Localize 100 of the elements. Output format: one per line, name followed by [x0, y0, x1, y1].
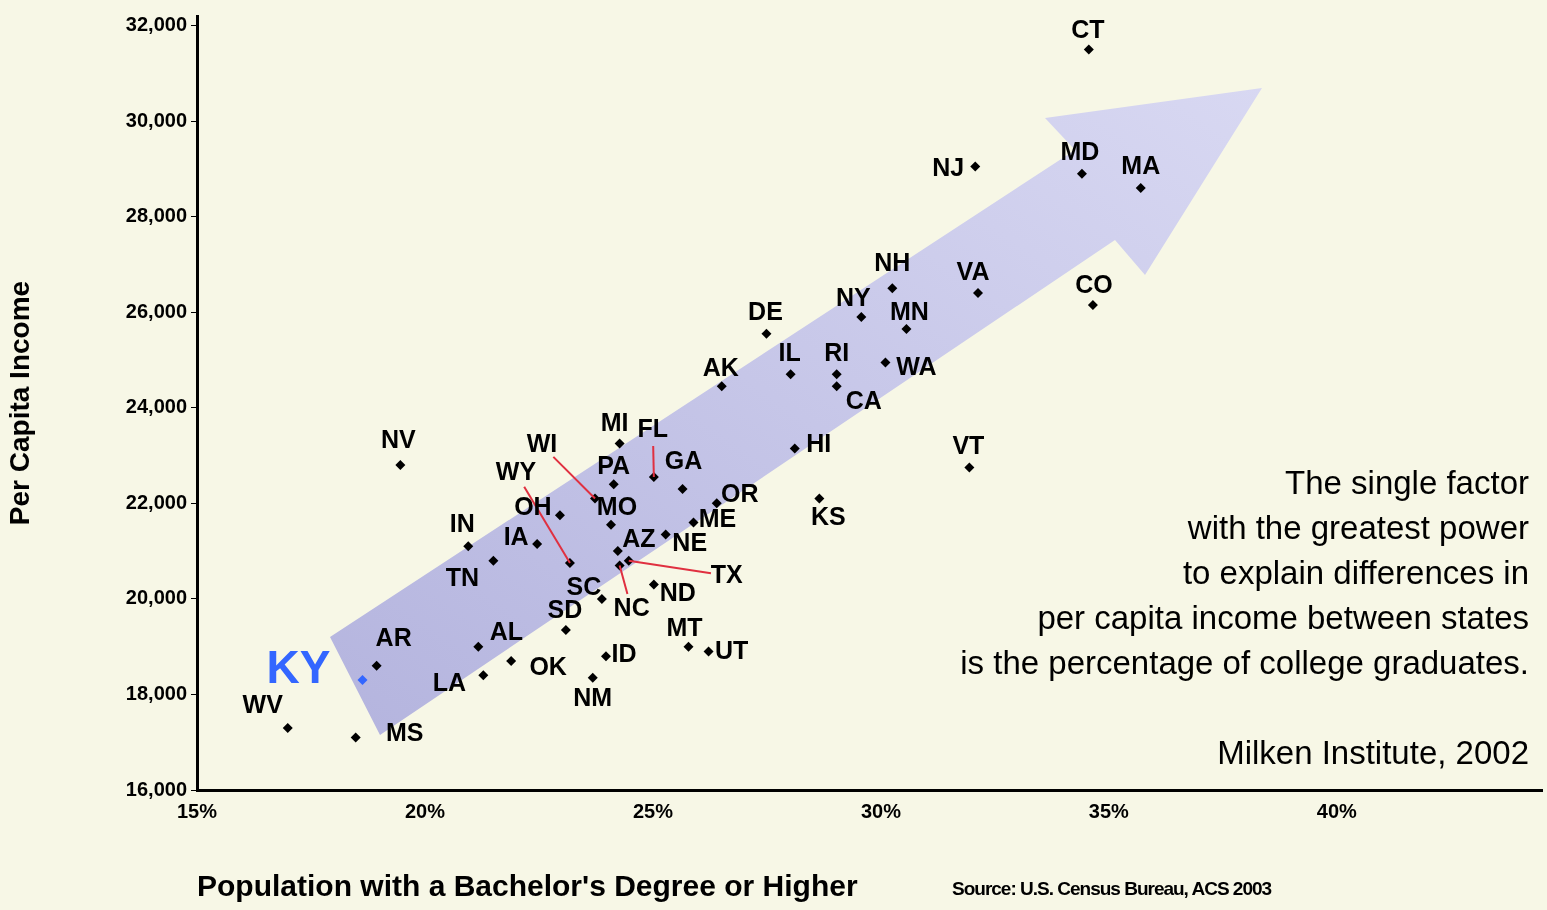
annotation: RI: [824, 338, 850, 367]
annotation: NJ: [932, 153, 965, 182]
point: [648, 579, 659, 590]
annotation: WI: [526, 429, 558, 458]
annotation: NC: [613, 593, 650, 622]
x-tick-label: 35%: [1088, 799, 1130, 822]
x-tick-label: 40%: [1316, 799, 1358, 822]
annotation: CA: [845, 386, 882, 415]
annotation: NY: [835, 282, 871, 311]
point: [463, 541, 474, 552]
annotation: DE: [748, 296, 783, 325]
y-tick-label: 18,000: [125, 681, 187, 704]
point: [716, 381, 727, 392]
annotation: IA: [503, 521, 529, 550]
point: [970, 161, 981, 172]
y-axis-title: Per Capita Income: [3, 280, 35, 526]
annotation: VT: [952, 431, 985, 460]
point: [612, 546, 623, 557]
annotation: CO: [1075, 269, 1113, 298]
annotation: NV: [380, 425, 417, 453]
annotation: NM: [573, 682, 613, 711]
y-tick-label: 24,000: [125, 395, 187, 418]
x-tick-label: 25%: [632, 799, 674, 822]
annotation: HI: [806, 429, 832, 458]
annotation: TX: [710, 559, 744, 588]
point: [371, 660, 382, 671]
annotation: MD: [1060, 136, 1100, 165]
point: [350, 732, 361, 743]
annotation: MA: [1121, 150, 1161, 179]
x-tick-label: 30%: [860, 799, 902, 822]
point: [587, 672, 598, 683]
annotation: AL: [489, 616, 523, 645]
point: [596, 593, 607, 604]
point: [660, 529, 671, 540]
point: [785, 369, 796, 380]
point: [677, 484, 688, 494]
point: [1076, 168, 1087, 179]
annotation: AR: [375, 622, 412, 651]
point: [964, 462, 975, 473]
point: [395, 460, 406, 471]
point: [506, 656, 517, 666]
annotation: VA: [956, 257, 990, 285]
point: [814, 493, 825, 504]
annotation: MI: [600, 407, 629, 436]
annotation: NH: [874, 248, 911, 277]
point: [887, 283, 898, 294]
annotation: MO: [596, 491, 638, 520]
point: [478, 670, 489, 681]
point: [711, 498, 722, 509]
point: [1087, 300, 1098, 311]
point: [856, 312, 867, 322]
point: [532, 538, 543, 549]
point: [761, 328, 772, 339]
annotation: MT: [666, 612, 703, 641]
y-tick-label: 30,000: [125, 108, 187, 131]
point: [789, 443, 800, 454]
y-tick-label: 16,000: [125, 777, 187, 800]
annotation: CT: [1071, 15, 1105, 44]
annotation: OK: [529, 651, 567, 680]
point: [1083, 44, 1094, 55]
point: [880, 357, 891, 368]
annotation: IN: [449, 509, 475, 538]
annotation: MS: [385, 718, 424, 747]
point: [605, 519, 616, 530]
y-tick-label: 20,000: [125, 586, 187, 609]
annotation: ND: [659, 578, 696, 607]
x-tick-label: 15%: [176, 799, 218, 822]
source-note: Source: U.S. Census Bureau, ACS 2003: [952, 878, 1272, 900]
point: [688, 517, 699, 528]
point: [683, 641, 694, 652]
annotation: FL: [637, 413, 669, 442]
y-tick-label: 22,000: [125, 490, 187, 513]
y-tick-label: 28,000: [125, 204, 187, 227]
annotation: TN: [445, 562, 480, 591]
text: The single factor with the greatest power to explain differences in per capita income between states is the percentage of college graduates. Milken Institute, 2002: [960, 464, 1529, 771]
annotation: AK: [702, 353, 739, 382]
point: [614, 438, 625, 449]
annotation: AZ: [622, 524, 656, 552]
annotation: WY: [495, 456, 537, 485]
point: [357, 675, 368, 686]
annotation: IL: [778, 338, 801, 367]
point: [831, 381, 842, 392]
annotation: KS: [810, 502, 846, 531]
annotation: WA: [896, 352, 937, 381]
point: [831, 369, 842, 380]
annotation: GA: [664, 445, 703, 474]
point: [973, 288, 984, 299]
point: [473, 641, 484, 652]
annotation: MN: [889, 296, 929, 325]
point: [560, 624, 571, 635]
point: [600, 651, 611, 662]
point: [703, 646, 714, 657]
y-tick-label: 32,000: [125, 13, 187, 36]
x-axis-title: Population with a Bachelor's Degree or Higher: [197, 869, 858, 903]
annotation: LA: [432, 668, 466, 697]
y-tick-label: 26,000: [125, 299, 187, 322]
annotation: UT: [714, 636, 749, 665]
annotation: ID: [611, 639, 637, 668]
point: [282, 722, 293, 733]
x-tick-label: 20%: [404, 799, 446, 822]
